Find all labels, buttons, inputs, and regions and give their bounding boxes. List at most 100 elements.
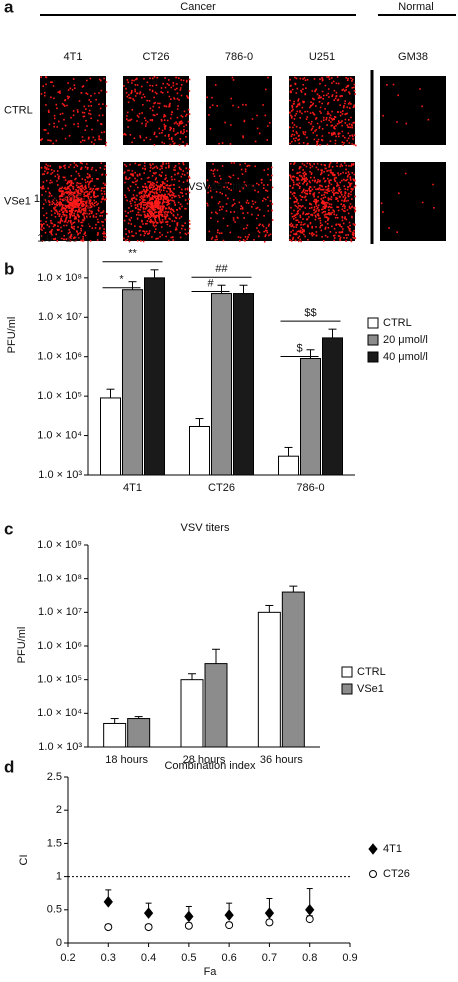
y-tick-label: 2 bbox=[56, 804, 62, 816]
x-tick-label: 4T1 bbox=[123, 482, 142, 494]
point bbox=[184, 910, 194, 923]
x-tick-label: 36 hours bbox=[260, 754, 303, 766]
column-label: 4T1 bbox=[64, 51, 83, 63]
legend-swatch bbox=[367, 334, 379, 346]
column-label: GM38 bbox=[398, 51, 428, 63]
bar bbox=[122, 289, 143, 476]
point bbox=[103, 896, 113, 908]
significance-label: ** bbox=[128, 248, 137, 260]
point bbox=[104, 923, 113, 932]
y-tick-label: 1.5 bbox=[47, 837, 62, 849]
y-tick-label: 1.0 × 10³ bbox=[38, 469, 82, 481]
y-tick-label: 1.0 × 10⁷ bbox=[38, 311, 82, 323]
x-tick-label: CT26 bbox=[208, 482, 235, 494]
micrograph bbox=[206, 162, 272, 241]
y-tick-label: 2.5 bbox=[47, 771, 62, 783]
cells bbox=[289, 162, 357, 243]
point bbox=[144, 923, 153, 932]
column-label: CT26 bbox=[143, 51, 170, 63]
bar bbox=[257, 611, 281, 748]
significance-label: ## bbox=[215, 263, 228, 275]
x-tick-label: 0.6 bbox=[221, 952, 236, 964]
panel-label: c bbox=[4, 519, 13, 538]
legend-label: CTRL bbox=[383, 317, 412, 329]
legend-label: CT26 bbox=[383, 868, 410, 880]
y-axis-label: PFU/ml bbox=[16, 627, 28, 664]
point bbox=[224, 909, 234, 921]
significance-label: $$ bbox=[304, 307, 316, 319]
y-tick-label: 1.0 × 10⁸ bbox=[37, 573, 82, 585]
x-tick-label: 0.5 bbox=[181, 952, 196, 964]
legend-label: 4T1 bbox=[383, 843, 402, 855]
point bbox=[143, 907, 154, 919]
cells bbox=[123, 76, 191, 147]
bar bbox=[278, 455, 299, 476]
cells bbox=[40, 76, 108, 147]
chart-title: VSV titers bbox=[181, 522, 230, 534]
chart-title: Combination index bbox=[164, 760, 256, 772]
legend-swatch bbox=[367, 317, 379, 329]
legend-label: 40 μmol/l bbox=[383, 351, 428, 363]
legend-swatch bbox=[341, 666, 353, 678]
bar bbox=[281, 591, 305, 748]
legend-marker bbox=[368, 843, 378, 855]
y-tick-label: 1.0 × 10⁸ bbox=[37, 272, 82, 284]
legend-swatch bbox=[341, 683, 353, 695]
x-tick-label: 28 hours bbox=[183, 754, 226, 766]
x-tick-label: 0.9 bbox=[342, 952, 357, 964]
column-label: 786-0 bbox=[225, 51, 253, 63]
legend-label: CTRL bbox=[357, 666, 386, 678]
y-tick-label: 0 bbox=[56, 937, 62, 949]
micrograph bbox=[380, 76, 446, 145]
group-label: Cancer bbox=[180, 1, 216, 13]
legend-swatch bbox=[367, 351, 379, 363]
point bbox=[184, 921, 193, 930]
bar bbox=[144, 277, 165, 476]
x-tick-label: 0.4 bbox=[141, 952, 156, 964]
point bbox=[225, 921, 234, 930]
significance-label: # bbox=[207, 277, 214, 289]
y-tick-label: 1.0 × 10⁴ bbox=[37, 707, 82, 719]
cells bbox=[40, 162, 108, 242]
panel-label: a bbox=[4, 0, 14, 16]
bar bbox=[322, 337, 343, 476]
legend-label: 20 μmol/l bbox=[383, 334, 428, 346]
y-tick-label: 1.0 × 10⁶ bbox=[37, 351, 82, 363]
bar bbox=[180, 679, 204, 748]
bar bbox=[300, 358, 321, 476]
bar bbox=[189, 425, 210, 476]
bar bbox=[233, 293, 254, 476]
x-axis-label: Fa bbox=[204, 966, 218, 978]
y-tick-label: 1.0 × 10⁶ bbox=[37, 640, 82, 652]
bar bbox=[211, 293, 232, 476]
cells bbox=[289, 76, 357, 147]
y-tick-label: 1.0 × 10⁴ bbox=[37, 429, 82, 441]
legend-marker bbox=[369, 870, 377, 878]
y-tick-label: 1.0 × 10⁵ bbox=[37, 674, 82, 686]
point bbox=[305, 903, 315, 916]
row-label: VSe1 bbox=[4, 195, 31, 207]
group-label: Normal bbox=[398, 1, 433, 13]
x-tick-label: 0.8 bbox=[302, 952, 317, 964]
micrograph bbox=[380, 162, 446, 241]
x-tick-label: 0.2 bbox=[60, 952, 75, 964]
y-tick-label: 1.0 × 10¹⁰ bbox=[34, 193, 83, 205]
y-axis-label: CI bbox=[18, 855, 30, 866]
y-tick-label: 1.0 × 10⁵ bbox=[37, 390, 82, 402]
micrograph bbox=[206, 76, 272, 145]
x-tick-label: 18 hours bbox=[105, 754, 148, 766]
y-tick-label: 1.0 × 10³ bbox=[38, 741, 82, 753]
panel-label: d bbox=[4, 757, 14, 776]
legend-label: VSe1 bbox=[357, 683, 384, 695]
bar bbox=[127, 718, 151, 748]
chart-title: VSV∆51 titers bbox=[188, 181, 256, 193]
x-tick-label: 786-0 bbox=[296, 482, 324, 494]
column-label: U251 bbox=[309, 51, 335, 63]
significance-label: $ bbox=[296, 342, 302, 354]
y-tick-label: 1.0 × 10⁹ bbox=[37, 232, 82, 244]
row-label: CTRL bbox=[4, 104, 33, 116]
cells bbox=[123, 162, 191, 243]
micrograph bbox=[289, 76, 355, 145]
x-tick-label: 0.7 bbox=[262, 952, 277, 964]
